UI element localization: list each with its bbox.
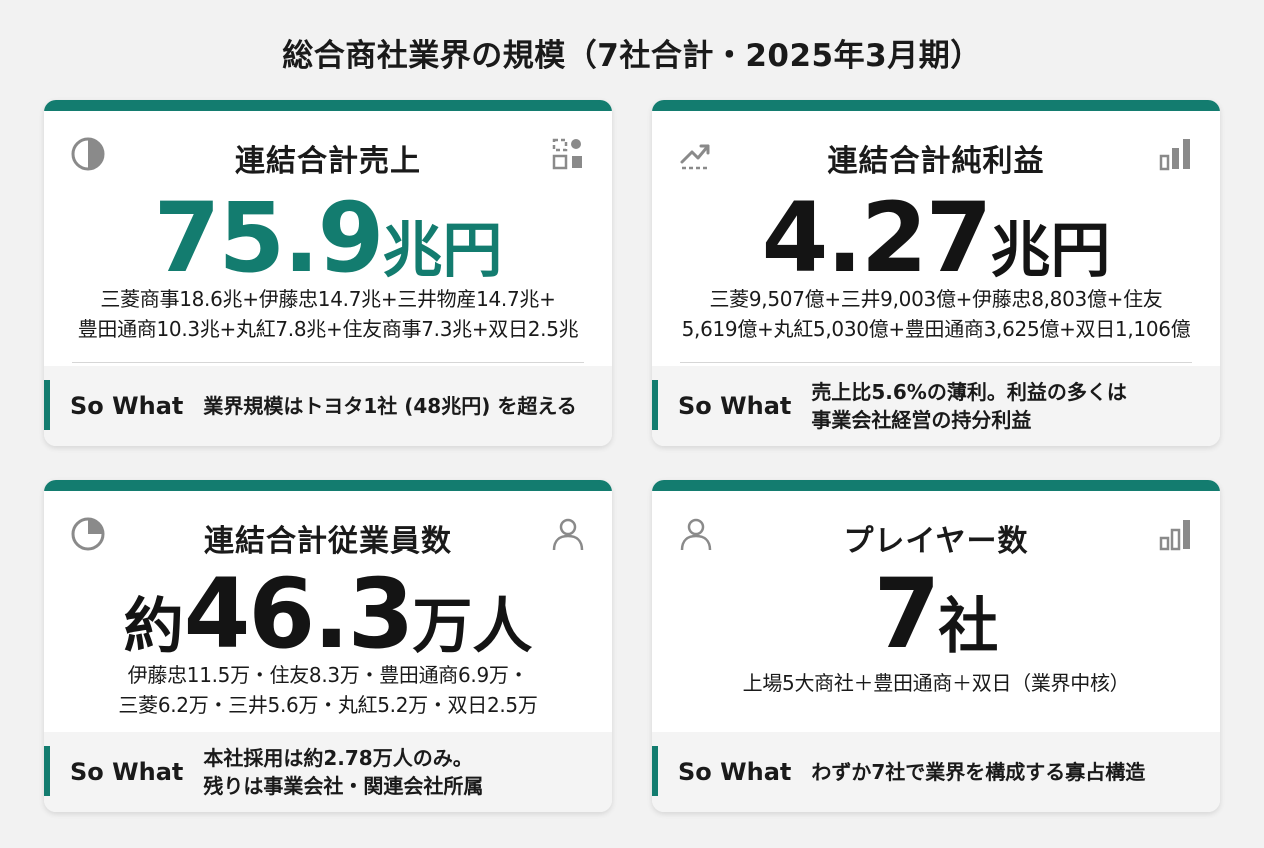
metric-number: 75.9 xyxy=(153,182,385,294)
so-what-panel: So What 業界規模はトヨタ1社 (48兆円) を超える xyxy=(44,366,612,446)
so-what-accent-bar xyxy=(652,380,658,430)
so-what-panel: So What わずか7社で業界を構成する寡占構造 xyxy=(652,732,1220,812)
card-net-profit: 連結合計純利益 4.27兆円 三菱9,507億+三井9,003億+伊藤忠8,80… xyxy=(652,100,1220,446)
breakdown-line: 豊田通商10.3兆+丸紅7.8兆+住友商事7.3兆+双日2.5兆 xyxy=(77,317,579,341)
metric-label: プレイヤー数 xyxy=(843,524,1029,559)
so-what-accent-bar xyxy=(652,746,658,796)
user-icon xyxy=(548,514,588,554)
so-what-panel: So What 本社採用は約2.78万人のみ。 残りは事業会社・関連会社所属 xyxy=(44,732,612,812)
metric-label: 連結合計従業員数 xyxy=(204,524,452,559)
breakdown-line: 三菱6.2万・三井5.6万・丸紅5.2万・双日2.5万 xyxy=(118,693,538,717)
card-revenue: 連結合計売上 75.9兆円 三菱商事18.6兆+伊藤忠14.7兆+三井物産14.… xyxy=(44,100,612,446)
metric-label: 連結合計純利益 xyxy=(827,144,1045,179)
metric-number: 4.27 xyxy=(761,182,993,294)
card-top-bar xyxy=(44,100,612,111)
bar-chart-icon xyxy=(1156,514,1196,554)
breakdown-line: 上場5大商社＋豊田通商＋双日（業界中核） xyxy=(742,671,1130,695)
so-what-label: So What xyxy=(70,392,184,420)
metric-prefix: 約 xyxy=(123,592,184,662)
breakdown-line: 伊藤忠11.5万・住友8.3万・豊田通商6.9万・ xyxy=(127,663,529,687)
so-what-label: So What xyxy=(678,392,792,420)
card-players: プレイヤー数 7社 上場5大商社＋豊田通商＋双日（業界中核） So What わ… xyxy=(652,480,1220,812)
metric-value: 7社 xyxy=(652,566,1220,662)
metric-value: 75.9兆円 xyxy=(44,190,612,286)
card-top-bar xyxy=(652,480,1220,491)
metric-label: 連結合計売上 xyxy=(235,144,421,179)
so-what-accent-bar xyxy=(44,746,50,796)
breakdown-line: 5,619億+丸紅5,030億+豊田通商3,625億+双日1,106億 xyxy=(681,317,1191,341)
bar-chart-icon xyxy=(1156,134,1196,174)
card-top-bar xyxy=(44,480,612,491)
metric-unit: 万人 xyxy=(412,592,533,662)
so-what-text: わずか7社で業界を構成する寡占構造 xyxy=(811,760,1146,784)
metric-unit: 兆円 xyxy=(990,216,1111,286)
trending-up-icon xyxy=(676,134,716,174)
divider xyxy=(680,362,1192,363)
metric-number: 46.3 xyxy=(183,558,415,670)
metric-value: 約46.3万人 xyxy=(44,566,612,662)
metric-number: 7 xyxy=(873,558,941,670)
page-title: 総合商社業界の規模（7社合計・2025年3月期） xyxy=(282,38,982,74)
dashboard-icon xyxy=(548,134,588,174)
so-what-panel: So What 売上比5.6%の薄利。利益の多くは 事業会社経営の持分利益 xyxy=(652,366,1220,446)
pie-chart-icon xyxy=(68,134,108,174)
breakdown-text: 上場5大商社＋豊田通商＋双日（業界中核） xyxy=(668,668,1204,698)
breakdown-text: 三菱9,507億+三井9,003億+伊藤忠8,803億+住友 5,619億+丸紅… xyxy=(668,284,1204,344)
breakdown-line: 三菱9,507億+三井9,003億+伊藤忠8,803億+住友 xyxy=(709,287,1163,311)
so-what-accent-bar xyxy=(44,380,50,430)
pie-chart-icon xyxy=(68,514,108,554)
metric-unit: 兆円 xyxy=(382,216,503,286)
breakdown-text: 伊藤忠11.5万・住友8.3万・豊田通商6.9万・ 三菱6.2万・三井5.6万・… xyxy=(60,660,596,720)
metric-unit: 社 xyxy=(938,592,999,662)
user-icon xyxy=(676,514,716,554)
so-what-label: So What xyxy=(678,758,792,786)
breakdown-line: 三菱商事18.6兆+伊藤忠14.7兆+三井物産14.7兆+ xyxy=(100,287,556,311)
card-top-bar xyxy=(652,100,1220,111)
card-employees: 連結合計従業員数 約46.3万人 伊藤忠11.5万・住友8.3万・豊田通商6.9… xyxy=(44,480,612,812)
so-what-label: So What xyxy=(70,758,184,786)
metric-value: 4.27兆円 xyxy=(652,190,1220,286)
divider xyxy=(72,362,584,363)
breakdown-text: 三菱商事18.6兆+伊藤忠14.7兆+三井物産14.7兆+ 豊田通商10.3兆+… xyxy=(60,284,596,344)
so-what-text: 売上比5.6%の薄利。利益の多くは 事業会社経営の持分利益 xyxy=(811,380,1127,432)
so-what-text: 本社採用は約2.78万人のみ。 残りは事業会社・関連会社所属 xyxy=(203,746,484,798)
so-what-text: 業界規模はトヨタ1社 (48兆円) を超える xyxy=(203,394,577,418)
